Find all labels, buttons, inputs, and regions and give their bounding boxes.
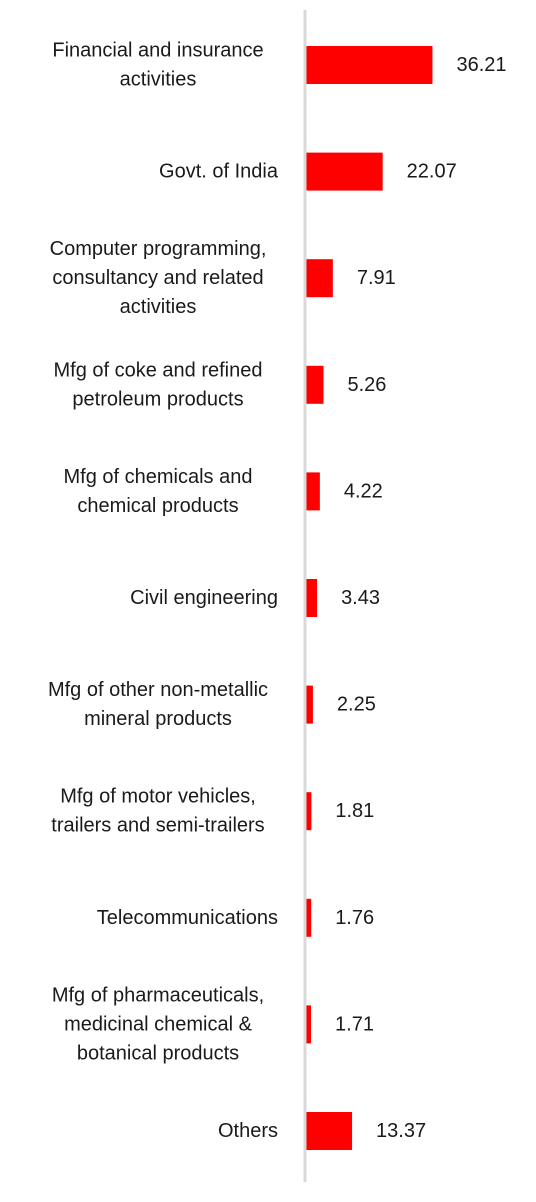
bar: [305, 259, 333, 298]
value-label: 13.37: [376, 1120, 426, 1142]
value-label: 22.07: [407, 161, 457, 183]
bar: [305, 152, 383, 191]
category-label: Govt. of India: [159, 161, 279, 183]
category-label: Computer programming, consultancy and rel…: [50, 238, 267, 318]
value-label: 36.21: [456, 54, 506, 76]
value-label: 7.91: [357, 267, 396, 289]
value-labels: 36.21 22.07 7.91 5.26 4.22 3.43 2.25 1.81 1.76 1.…: [335, 54, 507, 1142]
value-label: 1.81: [335, 800, 374, 822]
value-label: 2.25: [337, 694, 376, 716]
bar: [305, 1005, 312, 1044]
category-label: Civil engineering: [130, 587, 278, 609]
bar: [305, 898, 312, 937]
category-label: Financial and insurance activities: [52, 40, 263, 91]
value-label: 5.26: [348, 374, 387, 396]
value-label: 3.43: [341, 587, 380, 609]
category-label: Telecommunications: [97, 907, 278, 929]
bar: [305, 472, 320, 511]
category-label: Mfg of coke and refined petroleum product…: [53, 359, 262, 410]
category-label: Mfg of other non-metallic mineral product…: [48, 679, 268, 730]
bar: [305, 365, 324, 404]
category-label: Mfg of pharmaceuticals, medicinal chemica…: [52, 984, 264, 1064]
bar: [305, 1112, 353, 1150]
value-label: 4.22: [344, 480, 383, 502]
bars: [305, 46, 433, 1150]
bar: [305, 579, 318, 617]
category-label: Mfg of motor vehicles, trailers and semi-…: [51, 786, 264, 837]
value-label: 1.76: [335, 907, 374, 929]
category-label: Mfg of chemicals and chemical products: [64, 466, 253, 517]
bar: [305, 792, 312, 831]
bar: [305, 685, 313, 724]
value-label: 1.71: [335, 1013, 374, 1035]
category-labels: Financial and insurance activities Govt. o…: [48, 40, 279, 1143]
bar: [305, 46, 433, 84]
category-label: Others: [218, 1120, 278, 1142]
